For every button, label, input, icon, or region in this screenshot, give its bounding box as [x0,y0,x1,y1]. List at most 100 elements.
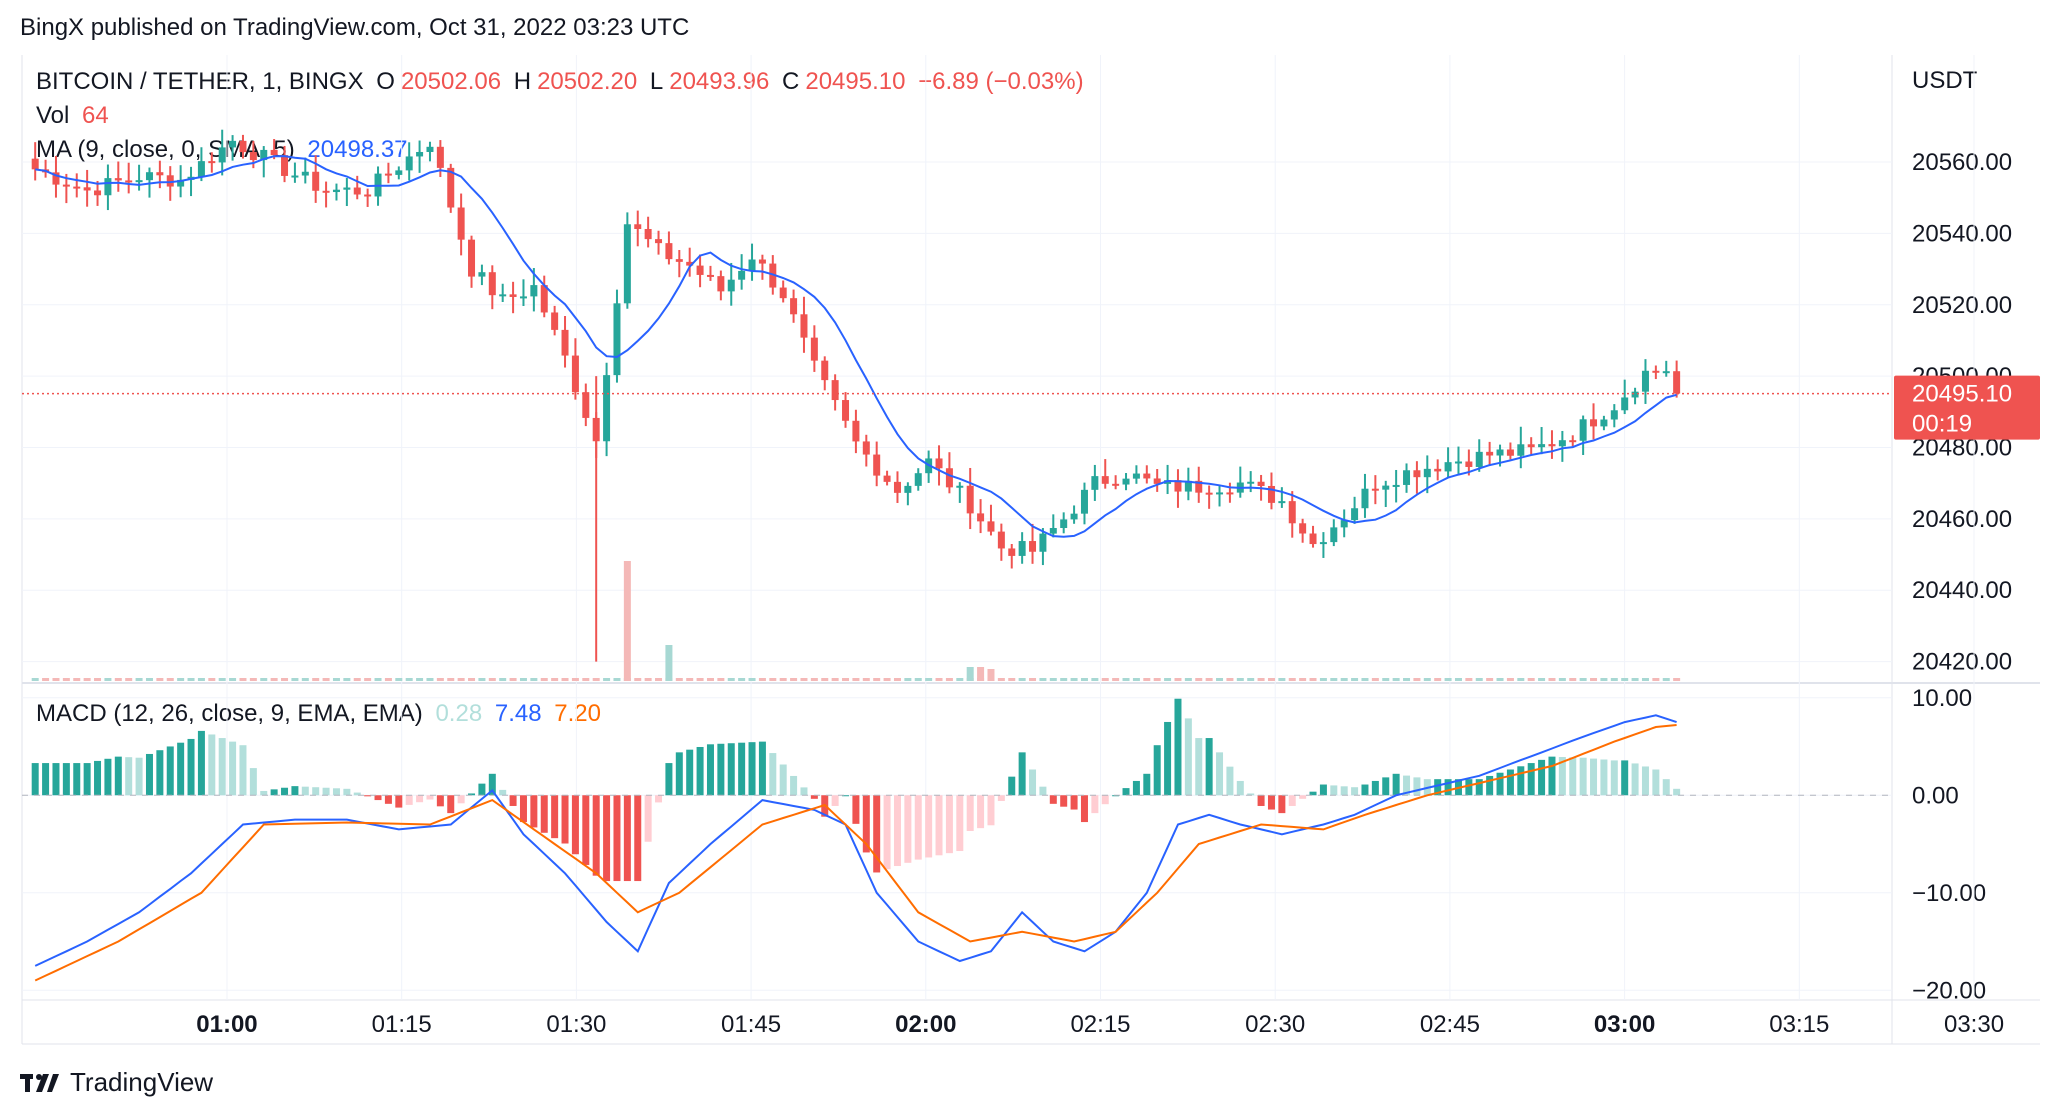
candle-body [332,189,340,193]
volume-bar [1060,678,1068,681]
candle-body [893,481,901,493]
volume-bar [405,678,413,681]
macd-histogram-bar [790,775,798,796]
volume-bar [519,678,527,681]
volume-bar [1153,678,1161,681]
candle-body [1112,483,1120,486]
macd-histogram-bar [1091,795,1099,814]
volume-bar [83,678,91,681]
macd-histogram-bar [426,795,434,800]
macd-histogram-bar [166,746,174,796]
macd-histogram-bar [1673,788,1681,796]
volume-bar [1195,678,1203,681]
macd-histogram-bar [571,795,579,855]
macd-histogram-bar [499,789,507,796]
volume-bar [821,678,829,681]
volume-bar [1236,678,1244,681]
volume-bar [218,678,226,681]
volume-bar [312,678,320,681]
volume-bar [1039,678,1047,681]
macd-histogram-bar [1278,795,1286,814]
macd-histogram-bar [42,763,50,796]
macd-histogram-bar [270,789,278,796]
volume-bar [571,678,579,681]
candle-body [1371,488,1379,491]
volume-bar [540,678,548,681]
volume-bar [1454,678,1462,681]
volume-bar [1049,678,1057,681]
macd-histogram-bar [249,768,257,796]
macd-histogram-bar [1060,795,1068,807]
volume-bar [1112,678,1120,681]
macd-histogram-bar [769,753,777,796]
candle-body [135,180,143,183]
macd-histogram-bar [1351,787,1359,796]
volume-bar [1070,678,1078,681]
macd-histogram-bar [114,756,122,796]
macd-histogram-bar [904,795,912,863]
candle-body [665,243,673,260]
volume-bar-spike [977,667,985,681]
macd-histogram-bar [540,795,548,833]
candle-body [1673,371,1681,394]
macd-histogram-bar [1444,779,1452,796]
volume-bar [249,678,257,681]
candle-body [914,473,922,486]
candle-body [1538,444,1546,448]
candle-body [125,180,133,183]
candle-body [758,259,766,264]
volume-bar [281,678,289,681]
volume-bar [1330,678,1338,681]
volume-bar [727,678,735,681]
ohlc-open: O 20502.06 [376,68,502,95]
volume-bar [260,678,268,681]
volume-bar [208,678,216,681]
candle-body [166,175,174,187]
volume-bar [675,678,683,681]
volume-bar [1569,678,1577,681]
macd-histogram-bar [62,763,70,796]
tradingview-footer[interactable]: TradingView [20,1067,213,1098]
macd-histogram-bar [281,787,289,796]
volume-bar [1403,678,1411,681]
volume-bar [1434,678,1442,681]
candle-body [696,265,704,275]
macd-histogram-bar [31,763,39,796]
macd-histogram-bar [655,795,663,803]
volume-bar [353,678,361,681]
candle-body [364,194,372,197]
volume-bar [914,678,922,681]
volume-bar [416,678,424,681]
macd-histogram-bar [353,792,361,796]
candle-body [634,224,642,229]
volume-bar [52,678,60,681]
macd-histogram-bar [634,795,642,882]
macd-histogram-bar [561,795,569,844]
volume-bar [1309,678,1317,681]
candle-body [1330,527,1338,543]
volume-bar [42,678,50,681]
volume-bar [1641,678,1649,681]
ohlc-close: C 20495.10 [782,68,906,95]
macd-histogram-bar [1309,791,1317,796]
candle-body [1049,528,1057,534]
candle-body [322,190,330,193]
volume-legend: Vol 64 [36,102,115,130]
volume-bar [551,678,559,681]
candle-body [706,274,714,277]
candle-body [519,296,527,299]
candle-body [1091,476,1099,490]
macd-histogram-bar [1652,769,1660,796]
time-tick-label: 01:30 [546,1011,606,1038]
macd-histogram-bar [83,763,91,796]
volume-bar [1278,678,1286,681]
volume-bar [1413,678,1421,681]
volume-bar [1216,678,1224,681]
volume-bar [1319,678,1327,681]
macd-histogram-bar [1590,758,1598,796]
macd-histogram-bar [416,795,424,803]
candle-body [727,279,735,292]
volume-bar [613,678,621,681]
volume-bar [229,678,237,681]
